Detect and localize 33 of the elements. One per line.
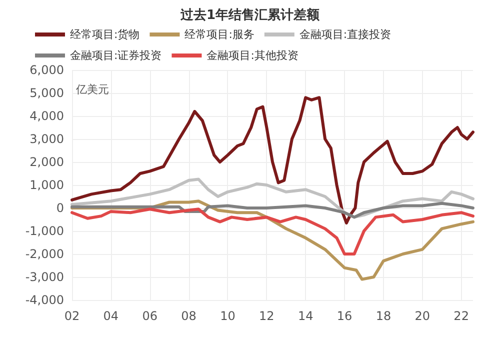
x-tick-label: 04 (103, 309, 119, 323)
chart-title: 过去1年结售汇累计差额 (179, 7, 321, 23)
x-tick-label: 18 (376, 309, 392, 323)
line-series (70, 208, 474, 256)
legend-label: 金融项目:证券投资 (70, 49, 162, 62)
y-tick-label: 0 (56, 201, 64, 215)
legend-label: 金融项目:其他投资 (206, 49, 298, 62)
legend-label: 金融项目:直接投资 (299, 28, 392, 41)
legend-label: 经常项目:货物 (70, 28, 140, 41)
x-tick-label: 16 (336, 309, 352, 323)
x-tick-label: 12 (259, 309, 274, 323)
y-tick-label: -3,000 (25, 270, 64, 284)
x-tick-label: 10 (220, 309, 236, 323)
y-tick-label: 5,000 (30, 86, 64, 100)
y-tick-label: -1,000 (25, 224, 64, 238)
y-axis-title: 亿美元 (75, 83, 109, 96)
line-series (70, 96, 474, 224)
y-tick-label: 4,000 (30, 109, 64, 123)
y-tick-label: 3,000 (30, 132, 64, 146)
line-series (70, 202, 474, 219)
y-tick-label: 6,000 (30, 63, 64, 77)
y-tick-label: -2,000 (25, 247, 64, 261)
x-tick-label: 20 (414, 309, 430, 323)
x-tick-label: 14 (298, 309, 314, 323)
line-series (70, 178, 474, 219)
y-tick-label: 2,000 (30, 155, 64, 169)
x-tick-label: 06 (142, 309, 158, 323)
x-tick-label: 02 (64, 309, 80, 323)
x-tick-label: 22 (454, 309, 469, 323)
y-tick-label: 1,000 (30, 178, 64, 192)
legend-label: 经常项目:服务 (184, 28, 254, 41)
y-tick-label: -4,000 (25, 293, 64, 307)
x-tick-label: 08 (181, 309, 196, 323)
